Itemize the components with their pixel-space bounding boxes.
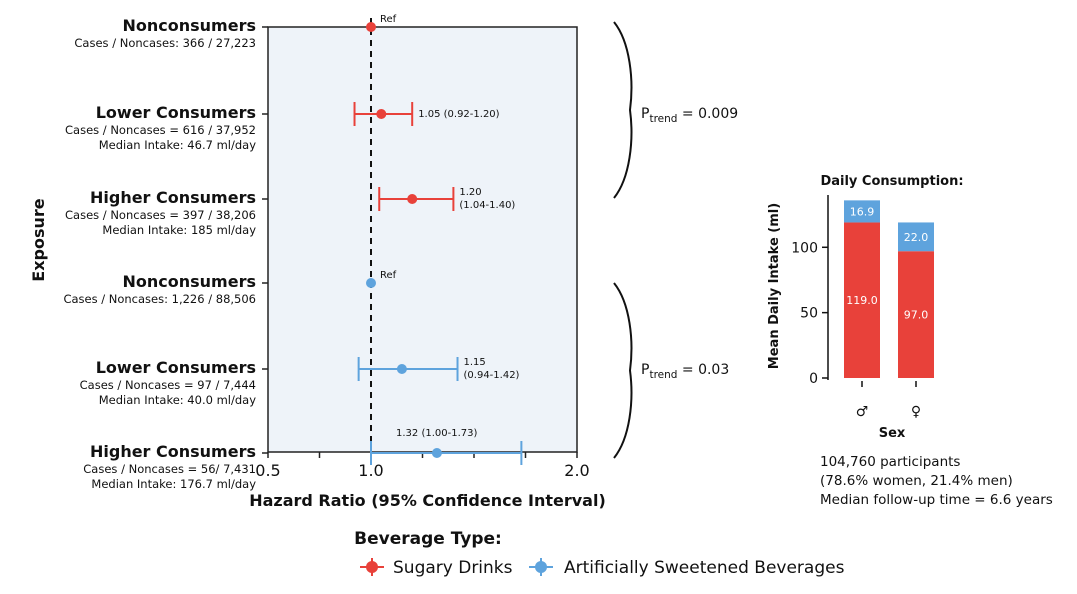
row-detail: Median Intake: 46.7 ml/day	[99, 138, 256, 152]
y-tick-label: 0	[809, 371, 818, 387]
y-axis-title: Exposure	[29, 198, 48, 282]
y-tick-label: 50	[800, 306, 818, 322]
bar-value-label: 22.0	[904, 231, 929, 244]
x-tick-label: ♀	[911, 404, 921, 420]
x-tick-label: 1.0	[358, 461, 383, 480]
row-label: Higher Consumers	[90, 442, 256, 461]
point-estimate	[376, 109, 387, 119]
forest-plot: 0.5 1.0 2.0 Hazard Ratio (95% Confidence In…	[29, 14, 738, 510]
point-estimate	[396, 364, 407, 374]
row-detail: Cases / Noncases: 1,226 / 88,506	[63, 292, 256, 306]
x-axis-title: Sex	[879, 426, 906, 441]
summary-line: 104,760 participants	[820, 454, 960, 470]
row-detail: Cases / Noncases = 97 / 7,444	[80, 378, 256, 392]
bar-segment	[844, 200, 880, 223]
bar-value-label: 97.0	[904, 309, 929, 322]
row-label: Nonconsumers	[123, 272, 257, 291]
ci-label: 1.32 (1.00-1.73)	[396, 428, 477, 439]
row-label: Higher Consumers	[90, 188, 256, 207]
legend-item-label: Artificially Sweetened Beverages	[564, 558, 845, 578]
point-estimate	[366, 22, 376, 32]
ci-label: (0.94-1.42)	[464, 370, 520, 381]
x-tick-label: 0.5	[255, 461, 280, 480]
row-label: Lower Consumers	[96, 358, 256, 377]
p-trend-label: Ptrend = 0.03	[641, 362, 729, 381]
bar-segment	[844, 222, 880, 378]
bar-value-label: 16.9	[850, 205, 875, 218]
row-detail: Median Intake: 176.7 ml/day	[91, 477, 256, 491]
legend-swatch-dot	[366, 561, 378, 573]
y-axis-title: Mean Daily Intake (ml)	[767, 203, 782, 369]
ci-label: 1.20	[459, 187, 481, 198]
x-axis-title: Hazard Ratio (95% Confidence Interval)	[249, 491, 606, 510]
ci-label: 1.05 (0.92-1.20)	[418, 109, 499, 120]
brace-asb	[613, 282, 633, 459]
row-label: Nonconsumers	[123, 16, 257, 35]
p-trend-label: Ptrend = 0.009	[641, 106, 738, 125]
point-estimate	[431, 448, 442, 458]
ci-label: (1.04-1.40)	[459, 200, 515, 211]
point-estimate	[407, 194, 418, 204]
ci-label: Ref	[380, 270, 397, 281]
bar-value-label: 119.0	[846, 294, 878, 307]
row-detail: Cases / Noncases: 366 / 27,223	[74, 36, 256, 50]
row-detail: Cases / Noncases = 397 / 38,206	[65, 208, 256, 222]
brace-sugary	[613, 21, 633, 199]
row-label: Lower Consumers	[96, 103, 256, 122]
bar-segment	[898, 251, 934, 378]
daily-consumption-chart: Daily Consumption: 0 50 100 Mean Daily Intak…	[767, 174, 964, 441]
study-summary: 104,760 participants (78.6% women, 21.4% …	[820, 454, 1053, 508]
x-tick-label: 2.0	[564, 461, 589, 480]
summary-line: Median follow-up time = 6.6 years	[820, 492, 1053, 508]
ci-label: Ref	[380, 14, 397, 25]
row-detail: Median Intake: 40.0 ml/day	[99, 393, 256, 407]
row-detail: Median Intake: 185 ml/day	[102, 223, 256, 237]
legend: Beverage Type: Sugary Drinks Artificially …	[354, 529, 844, 578]
summary-line: (78.6% women, 21.4% men)	[820, 473, 1013, 489]
x-tick-label: ♂	[856, 404, 869, 420]
row-detail: Cases / Noncases = 616 / 37,952	[65, 123, 256, 137]
bar-segment	[898, 222, 934, 252]
legend-title: Beverage Type:	[354, 529, 502, 549]
bar-chart-title: Daily Consumption:	[820, 174, 963, 189]
point-estimate	[366, 278, 376, 288]
plot-panel	[267, 26, 578, 453]
legend-swatch-dot	[535, 561, 547, 573]
y-tick-label: 100	[791, 240, 818, 256]
row-detail: Cases / Noncases = 56/ 7,431	[83, 462, 256, 476]
legend-item-label: Sugary Drinks	[393, 558, 513, 578]
ci-label: 1.15	[464, 357, 486, 368]
